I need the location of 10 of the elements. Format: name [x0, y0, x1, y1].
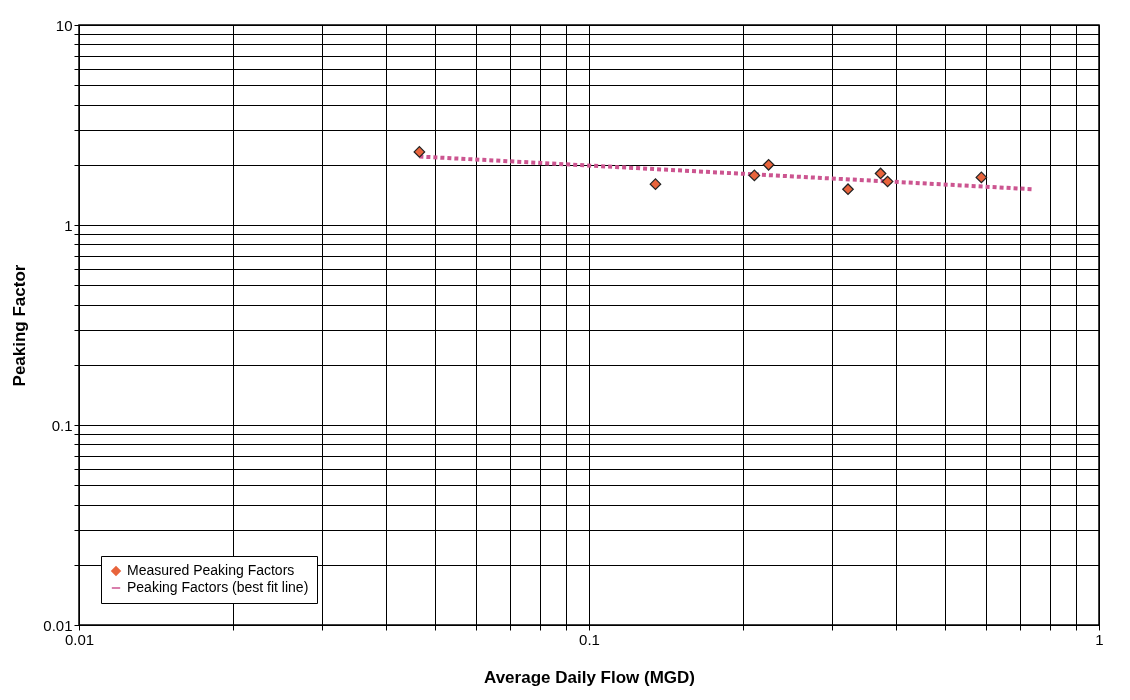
y-tick-label: 0.01 [43, 616, 73, 634]
x-tick-label: 1 [1095, 630, 1104, 648]
y-tick-label: 10 [55, 16, 73, 34]
y-tick-label: 0.1 [51, 416, 73, 434]
legend-label: Peaking Factors (best fit line) [127, 579, 309, 595]
legend-label: Measured Peaking Factors [127, 562, 295, 578]
x-tick-label: 0.1 [579, 630, 600, 648]
x-axis-title: Average Daily Flow (MGD) [484, 667, 695, 687]
y-tick-label: 1 [64, 216, 73, 234]
y-axis-title: Peaking Factor [10, 264, 30, 387]
